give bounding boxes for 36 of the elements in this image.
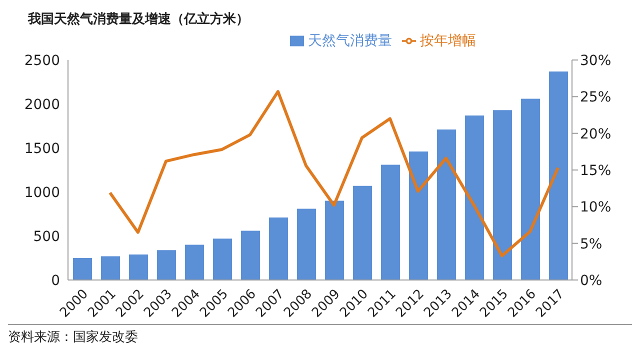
bar (269, 218, 288, 280)
y2-tick-label: 5% (580, 236, 602, 252)
bar (521, 98, 540, 280)
bar (549, 71, 568, 280)
bar (185, 244, 204, 280)
bar (437, 130, 456, 280)
bar (213, 238, 232, 280)
y2-tick-label: 15% (580, 162, 612, 179)
bar (409, 152, 428, 280)
legend-label: 按年增幅 (420, 33, 476, 49)
text: 资料来源：国家发改委 (8, 330, 138, 345)
bar (157, 250, 176, 280)
bar (129, 254, 148, 280)
y2-tick-label: 30% (580, 52, 612, 69)
y2-tick-label: 10% (580, 200, 612, 216)
bar (353, 186, 372, 280)
chart-title: 我国天然气消费量及增速（亿立方米） (26, 10, 250, 29)
bar (297, 208, 316, 280)
y-tick-label: 500 (33, 228, 60, 245)
y-tick-label: 2000 (24, 96, 60, 113)
bar (465, 115, 484, 280)
bar (241, 230, 260, 280)
y-tick-label: 1500 (24, 140, 60, 157)
y2-tick-label: 25% (580, 90, 612, 106)
bar (325, 200, 344, 280)
bar (73, 258, 92, 280)
y-tick-label: 2500 (24, 52, 60, 69)
bar (493, 110, 512, 280)
y2-tick-label: 0% (580, 272, 602, 289)
line-series (108, 90, 560, 258)
y-tick-label: 1000 (24, 184, 60, 201)
bar (381, 164, 400, 280)
bar (101, 256, 120, 280)
legend-label: 天然气消费量 (308, 33, 392, 49)
y-tick-label: 0 (51, 272, 60, 289)
y2-tick-label: 20% (580, 126, 612, 142)
